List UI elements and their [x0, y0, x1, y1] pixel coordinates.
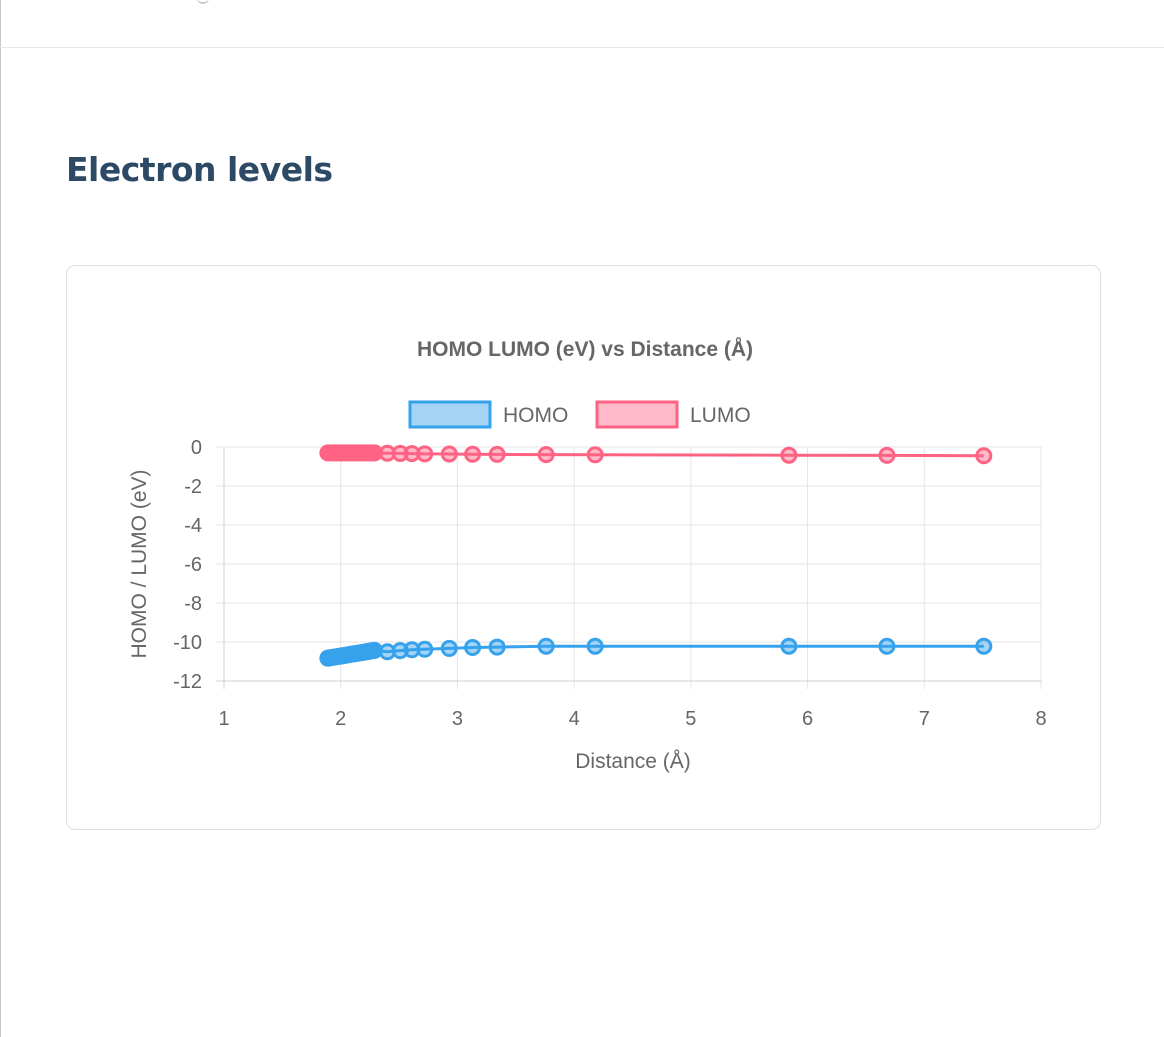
- legend-label-homo: HOMO: [503, 404, 568, 427]
- chart-card: HOMO LUMO (eV) vs Distance (Å) HOMO LUMO…: [66, 265, 1101, 830]
- y-tick-label: -2: [184, 476, 202, 498]
- left-border: [0, 0, 1, 1037]
- x-axis-ticks: 1 2 3 4 5 6 7 8: [218, 708, 1046, 730]
- y-tick-label: -10: [173, 632, 202, 654]
- data-point-lumo[interactable]: [488, 445, 506, 463]
- data-point-lumo[interactable]: [464, 445, 482, 463]
- x-tick-label: 2: [335, 708, 346, 730]
- data-point-homo[interactable]: [488, 638, 506, 656]
- data-point-homo[interactable]: [464, 638, 482, 656]
- data-point-lumo[interactable]: [780, 446, 798, 464]
- chart-title: HOMO LUMO (eV) vs Distance (Å): [417, 337, 753, 361]
- data-point-homo[interactable]: [391, 642, 409, 660]
- legend-swatch-homo: [408, 400, 492, 429]
- x-tick-label: 4: [569, 708, 580, 730]
- data-point-homo[interactable]: [975, 637, 993, 655]
- top-header-bar: [0, 0, 1164, 48]
- legend-item-lumo[interactable]: LUMO: [595, 400, 751, 429]
- data-point-lumo[interactable]: [878, 446, 896, 464]
- x-tick-label: 6: [802, 708, 813, 730]
- legend[interactable]: HOMO LUMO: [408, 400, 751, 429]
- data-point-lumo[interactable]: [586, 446, 604, 464]
- y-tick-label: 0: [191, 437, 202, 459]
- x-axis-title: Distance (Å): [575, 750, 691, 773]
- chart-svg: HOMO LUMO (eV) vs Distance (Å) HOMO LUMO…: [128, 337, 1047, 773]
- grid-lines: [216, 446, 1042, 689]
- series-lumo: [319, 444, 993, 465]
- x-tick-label: 8: [1035, 708, 1046, 730]
- data-point-lumo[interactable]: [537, 446, 555, 464]
- data-point-lumo[interactable]: [416, 445, 434, 463]
- data-point-lumo[interactable]: [975, 447, 993, 465]
- y-tick-label: -4: [184, 515, 202, 537]
- series-homo: [319, 637, 993, 667]
- series-layer: [319, 444, 993, 667]
- y-axis-title: HOMO / LUMO (eV): [128, 469, 151, 658]
- section-title: Electron levels: [66, 150, 333, 189]
- x-tick-label: 3: [452, 708, 463, 730]
- data-point-homo[interactable]: [440, 639, 458, 657]
- y-tick-label: -12: [173, 671, 202, 693]
- y-tick-label: -6: [184, 554, 202, 576]
- data-point-lumo[interactable]: [440, 445, 458, 463]
- data-point-homo[interactable]: [586, 637, 604, 655]
- x-tick-label: 5: [685, 708, 696, 730]
- legend-swatch-lumo: [595, 400, 679, 429]
- data-point-homo[interactable]: [416, 640, 434, 658]
- y-tick-label: -8: [184, 593, 202, 615]
- data-point-homo[interactable]: [780, 637, 798, 655]
- data-point-homo[interactable]: [878, 637, 896, 655]
- legend-item-homo[interactable]: HOMO: [408, 400, 568, 429]
- x-tick-label: 1: [218, 708, 229, 730]
- data-point-homo[interactable]: [537, 637, 555, 655]
- legend-label-lumo: LUMO: [690, 404, 751, 427]
- data-point-lumo[interactable]: [391, 444, 409, 462]
- header-cutoff-glyph: [197, 0, 209, 4]
- x-tick-label: 7: [919, 708, 930, 730]
- y-axis-ticks: 0 -2 -4 -6 -8 -10 -12: [173, 437, 202, 693]
